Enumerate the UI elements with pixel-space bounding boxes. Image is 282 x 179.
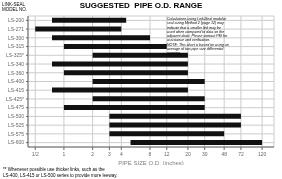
svg-text:LS-500: LS-500	[8, 113, 24, 119]
svg-text:20: 20	[185, 151, 191, 157]
svg-text:12: 12	[164, 151, 170, 157]
svg-text:LS-575: LS-575	[8, 131, 24, 137]
svg-text:3: 3	[108, 151, 111, 157]
html-text:LS-400, LS-415 or LS-500 serie: LS-400, LS-415 or LS-500 series to provi…	[3, 172, 118, 178]
svg-text:LS-415: LS-415	[8, 87, 24, 93]
html-text:NOTE: This chart is based on u: NOTE: This chart is based on using an	[167, 42, 229, 47]
svg-text:LS-200: LS-200	[8, 17, 24, 23]
svg-text:1/2: 1/2	[32, 151, 39, 157]
html-text:MODEL NO.: MODEL NO.	[2, 7, 28, 13]
html-text:** Whenever possible use thick: ** Whenever possible use thicker links, …	[3, 167, 105, 172]
svg-text:48: 48	[221, 151, 227, 157]
svg-text:LS-475: LS-475	[8, 104, 24, 110]
svg-text:LS-600: LS-600	[8, 139, 24, 145]
svg-text:LS-360: LS-360	[8, 70, 24, 76]
svg-text:8: 8	[149, 151, 152, 157]
svg-text:30: 30	[202, 151, 208, 157]
svg-text:LS-400: LS-400	[8, 78, 24, 84]
html-text:adjacent chart. Please contact: adjacent chart. Please contact PSI for	[167, 34, 228, 39]
svg-text:4: 4	[120, 151, 123, 157]
svg-text:LS-300: LS-300	[8, 35, 24, 41]
svg-text:LS-315: LS-315	[8, 43, 24, 49]
svg-text:LS-525: LS-525	[8, 122, 24, 128]
svg-text:120: 120	[258, 151, 267, 157]
html-text:used when compared to data on: used when compared to data on the	[167, 29, 225, 34]
html-text:opening.: opening.	[167, 51, 181, 56]
html-text:average of two pipe size diffe: average of two pipe size differential	[167, 47, 224, 52]
svg-text:2: 2	[91, 151, 94, 157]
html-text:indicate that a smaller link m: indicate that a smaller link may be	[167, 25, 222, 30]
svg-text:PIPE SIZE O.D. (inches): PIPE SIZE O.D. (inches)	[118, 160, 184, 165]
html-text:seal sizing Method 2 (page 12): seal sizing Method 2 (page 12) may	[167, 21, 224, 26]
svg-text:LS-271: LS-271	[8, 26, 24, 32]
html-text:assistance and verification.: assistance and verification.	[167, 38, 211, 43]
svg-text:LS-325*: LS-325*	[8, 52, 24, 58]
html-text:LINK-SEAL: LINK-SEAL	[2, 2, 25, 7]
svg-text:LS-425*: LS-425*	[8, 96, 24, 102]
html-text:SUGGESTED PIPE O.D. RANGE: SUGGESTED PIPE O.D. RANGE	[79, 1, 203, 10]
svg-text:1: 1	[63, 151, 66, 157]
svg-text:LS-340: LS-340	[8, 61, 24, 67]
svg-text:72: 72	[238, 151, 244, 157]
html-text:Calculations using Link-Seal m: Calculations using Link-Seal modular	[167, 17, 227, 21]
